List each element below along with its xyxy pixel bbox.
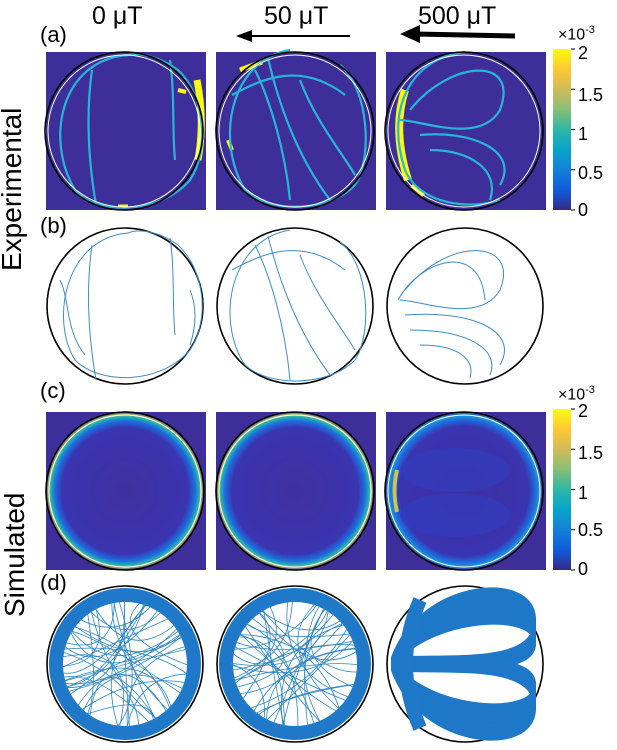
- panel-label-a: (a): [40, 22, 67, 47]
- sim-trajectory: [111, 601, 169, 712]
- colorbar-top-tick-1: 1: [578, 124, 589, 144]
- sim-trajectory: [79, 605, 152, 628]
- sim-trajectory: [304, 622, 345, 723]
- sim-trajectory: [260, 609, 342, 631]
- sim-trajectory: [62, 647, 189, 676]
- panel-label-d: (d): [40, 570, 67, 595]
- sim-trajectory: [232, 605, 277, 680]
- colorbar-multiplier-top: ×10-3: [558, 24, 595, 44]
- heatmap-tile-a-2: [386, 52, 546, 210]
- sim-trajectory: [245, 623, 299, 728]
- sim-trajectory: [65, 599, 125, 689]
- sim-trajectory: [236, 636, 316, 726]
- sim-trajectory: [238, 632, 338, 713]
- column-label-50uT: 50 μT: [264, 2, 329, 30]
- sim-trajectory: [263, 608, 285, 728]
- sim-trajectory: [238, 621, 344, 695]
- sim-trajectories-d-500: [391, 587, 537, 741]
- sim-trajectory: [89, 610, 162, 630]
- sim-trajectory: [129, 601, 190, 666]
- sim-trajectory: [230, 663, 265, 721]
- sim-trajectory-rings-d: [49, 588, 371, 740]
- sim-trajectory: [297, 603, 341, 710]
- sim-trajectory: [231, 600, 293, 671]
- sim-trajectory: [233, 644, 357, 685]
- sim-trajectory: [64, 603, 147, 687]
- arrow-50uT: [236, 30, 350, 42]
- sim-trajectory: [304, 604, 321, 727]
- sim-trajectory-wall-band: [399, 597, 427, 731]
- sim-heatmaps-c: [46, 412, 543, 570]
- sim-trajectory: [257, 611, 358, 661]
- colorbar-bottom-tick-2: 2: [578, 401, 589, 421]
- sim-trajectory: [60, 617, 170, 669]
- panel-label-b: (b): [40, 213, 67, 238]
- sim-trajectory: [62, 651, 140, 727]
- sim-trajectory: [82, 674, 185, 713]
- sim-trajectory: [70, 630, 182, 695]
- sim-trajectory: [231, 613, 335, 665]
- circles-b: [46, 227, 544, 385]
- sim-trajectory: [252, 648, 358, 713]
- colorbar-bottom: [553, 409, 571, 570]
- sim-trajectory: [63, 667, 172, 709]
- sim-trajectory-loop: [391, 622, 537, 671]
- colorbar-top: [553, 49, 571, 210]
- sim-trajectories-d: [60, 599, 360, 729]
- sim-trajectory: [113, 600, 157, 721]
- colorbar-bottom-tick-0: 0: [578, 559, 589, 579]
- circles-a-inner: [47, 54, 541, 208]
- sim-trajectory: [62, 676, 151, 724]
- circles-a: [44, 51, 544, 211]
- colorbar-top-tick-0: 0: [578, 200, 589, 220]
- sim-trajectory: [233, 645, 348, 702]
- circles-c-inner: [48, 414, 541, 568]
- sim-trajectory: [64, 600, 115, 646]
- sim-trajectory: [282, 607, 325, 727]
- column-label-0uT: 0 μT: [92, 2, 143, 30]
- sim-trajectory: [238, 634, 340, 711]
- sim-trajectory: [63, 609, 159, 658]
- sim-trajectory: [76, 674, 168, 713]
- colorbar-top-tick-1.5: 1.5: [578, 85, 604, 105]
- colorbar-bottom-tick-1.5: 1.5: [578, 443, 604, 463]
- sim-trajectory: [234, 640, 355, 650]
- colorbar-top-tick-2: 2: [578, 43, 589, 63]
- sim-trajectory: [230, 638, 355, 674]
- sim-trajectory: [238, 634, 285, 728]
- sim-trajectory: [233, 608, 329, 682]
- sim-trajectory: [244, 624, 322, 723]
- trajectories-b: [59, 229, 505, 382]
- colorbar-top-tick-0.5: 0.5: [578, 163, 604, 183]
- sim-trajectory: [61, 603, 146, 674]
- colorbar-bottom-tick-0.5: 0.5: [578, 520, 604, 540]
- sim-trajectory: [60, 607, 100, 667]
- sim-trajectory: [63, 627, 179, 685]
- column-label-500uT: 500 μT: [418, 2, 497, 30]
- panel-label-c: (c): [40, 378, 66, 403]
- sim-trajectory: [89, 676, 157, 721]
- arrow-500uT: [400, 25, 516, 43]
- sim-trajectory: [310, 607, 355, 689]
- sim-trajectory: [286, 600, 350, 698]
- circles-c: [45, 411, 544, 571]
- sim-trajectory: [230, 609, 329, 666]
- colorbar-multiplier-bottom: ×10-3: [558, 384, 595, 404]
- sim-trajectory: [86, 612, 94, 716]
- colorbar-bottom-tick-1: 1: [578, 483, 589, 503]
- sim-trajectory: [235, 617, 284, 688]
- sim-trajectory: [65, 636, 184, 689]
- sim-trajectory-loop: [391, 657, 537, 706]
- sim-trajectory: [245, 622, 352, 637]
- sim-trajectory: [254, 684, 356, 715]
- sim-trajectory: [73, 626, 171, 710]
- sim-trajectory: [94, 607, 176, 641]
- sim-trajectory: [232, 603, 318, 650]
- circles-d: [46, 585, 544, 743]
